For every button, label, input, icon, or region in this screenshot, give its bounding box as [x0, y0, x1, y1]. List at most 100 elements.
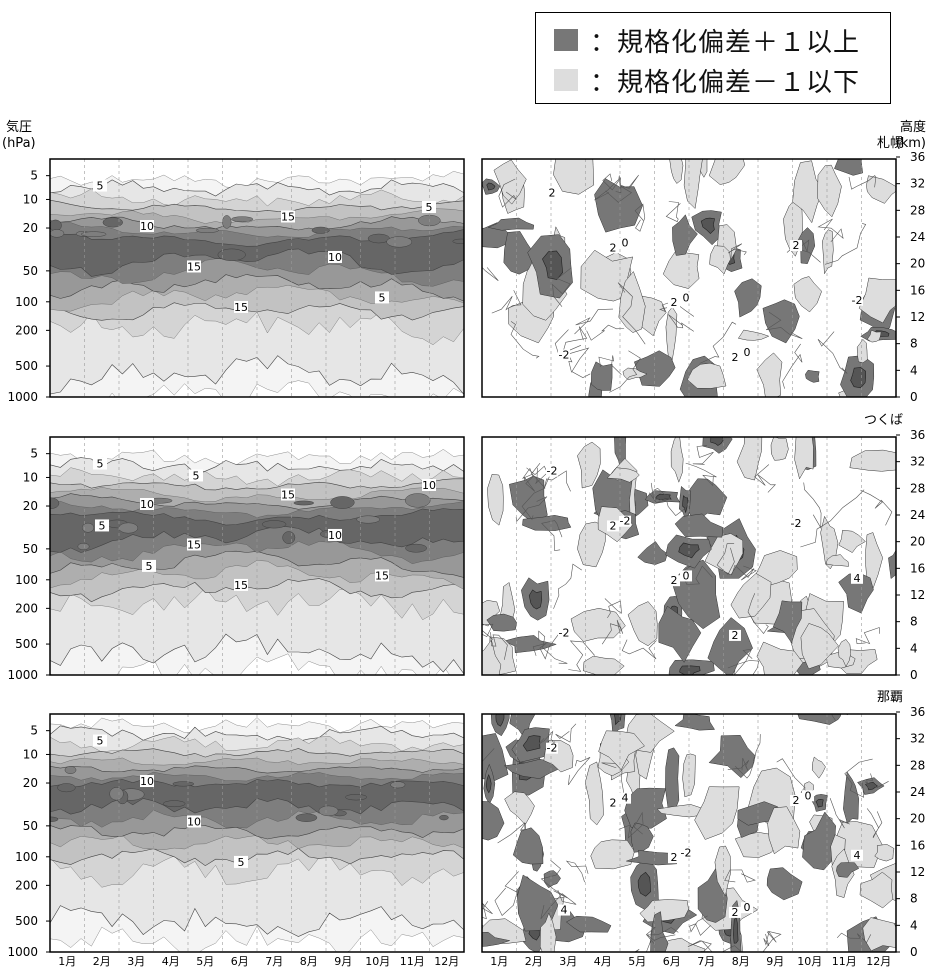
contour-label: 2: [732, 629, 739, 642]
left-tick-label: 50: [23, 264, 38, 278]
contour-label: 15: [234, 301, 248, 314]
right-tick-label: 12: [910, 588, 925, 602]
left-tick-label: 100: [15, 850, 38, 864]
month-label: 1月: [58, 955, 76, 968]
right-tick-label: 28: [910, 758, 925, 772]
contour-label: 4: [561, 904, 568, 917]
right-tick-label: 24: [910, 785, 925, 799]
right-tick-label: 8: [910, 892, 918, 906]
contour-label: 15: [281, 211, 295, 224]
right-tick-label: 28: [910, 203, 925, 217]
contour-label: 2: [732, 351, 739, 364]
left-tick-label: 200: [15, 878, 38, 892]
month-label: 2月: [525, 955, 543, 968]
left-tick-label: 5: [30, 169, 38, 183]
contour-label: 4: [854, 572, 861, 585]
month-axis-labels: 1月 2月 3月 4月 5月 6月 7月 8月 9月 10月 11月 12月 1月 2月 3月 4月 5月 6月 7…: [58, 955, 891, 968]
right-tick-label: 32: [910, 177, 925, 191]
contour-label: 15: [281, 489, 295, 502]
left-tick-label: 500: [15, 914, 38, 928]
contour-label: -2: [559, 627, 570, 640]
contour-label: 0: [744, 901, 751, 914]
left-axis-ticks: 5102050100200500100051020501002005001000…: [7, 169, 50, 959]
month-label: 7月: [265, 955, 283, 968]
right-tick-label: 20: [910, 257, 925, 271]
left-tick-label: 200: [15, 601, 38, 615]
legend-text-positive: ：規格化偏差＋１以上: [590, 27, 861, 58]
right-tick-label: 16: [910, 561, 925, 575]
contour-label: -2: [559, 349, 570, 362]
contour-label: 2: [610, 519, 617, 532]
month-label: 5月: [628, 955, 646, 968]
panel-naha-ozone: 5 10 10 5: [49, 713, 465, 953]
contour-label: -2: [852, 294, 863, 307]
contour-label: 2: [549, 187, 556, 200]
right-tick-label: 24: [910, 230, 925, 244]
month-label: 3月: [559, 955, 577, 968]
contour-label: 5: [97, 735, 104, 748]
contour-label: 2: [610, 241, 617, 254]
month-label: 9月: [766, 955, 784, 968]
month-label: 9月: [334, 955, 352, 968]
left-tick-label: 20: [23, 776, 38, 790]
contour-label: 15: [234, 579, 248, 592]
right-tick-label: 32: [910, 455, 925, 469]
month-label: 10月: [365, 955, 390, 968]
month-label: 11月: [832, 955, 857, 968]
legend-swatch-positive: [554, 29, 578, 51]
contour-label: 2: [671, 574, 678, 587]
contour-label: -2: [547, 465, 558, 478]
month-label: 4月: [162, 955, 180, 968]
left-tick-label: 10: [23, 193, 38, 207]
contour-label: 5: [238, 856, 245, 869]
month-label: 5月: [196, 955, 214, 968]
legend-text-negative: ：規格化偏差－１以下: [590, 67, 861, 98]
left-tick-label: 200: [15, 323, 38, 337]
right-axis-title-2: (km): [896, 136, 926, 151]
left-tick-label: 10: [23, 471, 38, 485]
month-label: 2月: [93, 955, 111, 968]
left-tick-label: 1000: [7, 668, 38, 682]
contour-label: -2: [681, 846, 692, 859]
left-tick-label: 5: [30, 724, 38, 738]
right-tick-label: 20: [910, 535, 925, 549]
right-tick-label: 8: [910, 615, 918, 629]
right-tick-label: 4: [910, 918, 918, 932]
left-tick-label: 10: [23, 748, 38, 762]
right-tick-label: 4: [910, 641, 918, 655]
station-label-tsukuba: つくば: [864, 413, 903, 428]
contour-label: 5: [97, 180, 104, 193]
month-label: 8月: [732, 955, 750, 968]
contour-label: 2: [793, 239, 800, 252]
contour-label: 10: [140, 220, 154, 233]
contour-label: 10: [140, 498, 154, 511]
station-label-naha: 那覇: [877, 690, 903, 705]
right-tick-label: 28: [910, 481, 925, 495]
contour-label: 4: [622, 792, 629, 805]
contour-label: 10: [140, 775, 154, 788]
contour-label: 2: [732, 906, 739, 919]
left-tick-label: 1000: [7, 945, 38, 959]
contour-label: 5: [146, 560, 153, 573]
contour-label: 0: [744, 346, 751, 359]
contour-label: -2: [620, 515, 631, 528]
contour-label: 0: [683, 569, 690, 582]
contour-label: 0: [683, 291, 690, 304]
legend-item-negative: ：規格化偏差－１以下: [554, 65, 860, 98]
contour-label: 5: [426, 201, 433, 214]
station-label-sapporo: 札幌: [877, 135, 903, 151]
contour-label: 0: [805, 789, 812, 802]
contour-label: 5: [193, 469, 200, 482]
contour-label: 10: [328, 529, 342, 542]
contour-label: 5: [97, 458, 104, 471]
right-axis-ticks: 3632282420161284036322824201612840363228…: [896, 150, 925, 959]
contour-label: -2: [791, 517, 802, 530]
contour-label: 2: [671, 296, 678, 309]
contour-label: -2: [547, 742, 558, 755]
left-axis-title-1: 気圧: [6, 119, 32, 135]
left-tick-label: 1000: [7, 390, 38, 404]
month-label: 3月: [127, 955, 145, 968]
contour-label: 15: [187, 538, 201, 551]
